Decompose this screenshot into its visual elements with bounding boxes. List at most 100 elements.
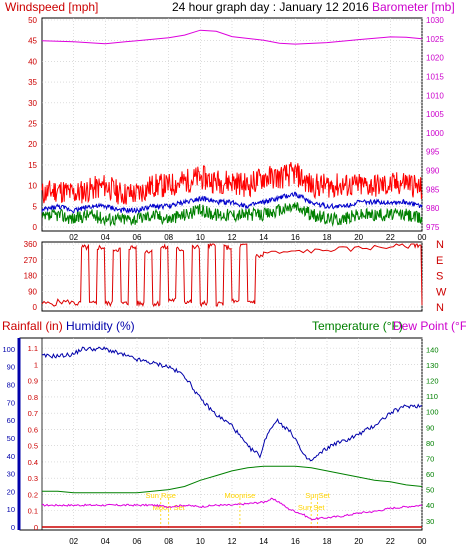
temperature-axis-tick-label: 100 (426, 408, 439, 417)
wind-direction-series (41, 242, 423, 308)
wind-axis-tick-label: 15 (28, 161, 37, 170)
event-marker-label: Sun Set (298, 503, 326, 512)
temperature-axis-tick-label: 130 (426, 361, 439, 370)
dewpoint-label: Dew Point (°F) (393, 319, 466, 333)
barometer-axis-tick-label: 1000 (426, 129, 444, 138)
rainfall-label: Rainfall (in) (2, 319, 63, 333)
compass-label: E (436, 255, 443, 267)
wind-axis-tick-label: 45 (28, 37, 37, 46)
barometer-axis-tick-label: 990 (426, 167, 440, 176)
rain-axis-tick-label: 0 (34, 523, 38, 532)
event-marker-label: Moonrise (224, 491, 255, 500)
direction-axis-tick-label: 180 (24, 272, 38, 281)
barometer-axis-tick-label: 1030 (426, 16, 444, 25)
temperature-axis-tick-label: 140 (426, 345, 439, 354)
humidity-axis-tick-label: 70 (7, 398, 15, 407)
compass-label: N (436, 239, 444, 251)
barometer-axis-tick-label: 1020 (426, 54, 444, 63)
wind-axis-tick-label: 50 (28, 16, 37, 25)
humidity-axis-tick-label: 20 (7, 487, 15, 496)
barometer-series (41, 29, 423, 45)
lower-x-tick-label: 18 (323, 537, 332, 546)
temperature-axis-tick-label: 70 (426, 454, 434, 463)
windspeed-label: Windspeed [mph] (5, 0, 98, 14)
humidity-series (41, 346, 423, 462)
barometer-axis-tick-label: 1025 (426, 35, 444, 44)
humidity-axis-tick-label: 40 (7, 452, 15, 461)
temperature-axis-tick-label: 90 (426, 423, 434, 432)
direction-axis-tick-label: 270 (24, 256, 38, 265)
temperature-series (42, 465, 423, 494)
wind-x-tick-label: 12 (228, 233, 237, 242)
wind-axis-tick-label: 25 (28, 120, 37, 129)
wind-x-tick-label: 16 (291, 233, 300, 242)
temperature-axis-tick-label: 120 (426, 377, 439, 386)
wind-x-tick-label: 02 (69, 233, 78, 242)
barometer-axis-tick-label: 1005 (426, 110, 444, 119)
wind-x-tick-label: 08 (164, 233, 173, 242)
wind-x-tick-label: 22 (386, 233, 395, 242)
wind-axis-tick-label: 20 (28, 140, 37, 149)
wind-axis-tick-label: 35 (28, 78, 37, 87)
direction-axis-tick-label: 90 (28, 287, 37, 296)
wind-low-series (41, 202, 423, 227)
direction-axis-tick-label: 0 (33, 303, 38, 312)
wind-x-tick-label: 20 (354, 233, 363, 242)
event-marker-label: SunSet (305, 491, 331, 500)
humidity-axis-tick-label: 60 (7, 416, 15, 425)
rain-axis-tick-label: 0.6 (28, 425, 38, 434)
lower-x-tick-label: 08 (164, 537, 173, 546)
rain-axis-tick-label: 0.5 (28, 442, 38, 451)
humidity-axis-tick-label: 80 (7, 381, 15, 390)
wind-x-tick-label: 06 (133, 233, 142, 242)
rain-axis-tick-label: 0.3 (28, 474, 38, 483)
barometer-axis-tick-label: 1015 (426, 72, 444, 81)
rain-axis-tick-label: 1 (34, 360, 38, 369)
rain-axis-tick-label: 0.8 (28, 393, 38, 402)
rain-axis-tick-label: 0.1 (28, 507, 38, 516)
rain-axis-tick-label: 1.1 (28, 344, 38, 353)
lower-x-tick-label: 16 (291, 537, 300, 546)
wind-axis-tick-label: 30 (28, 99, 37, 108)
temperature-axis-tick-label: 50 (426, 486, 434, 495)
event-marker-label: Sun Rise (146, 491, 176, 500)
wind-axis-tick-label: 5 (33, 202, 38, 211)
barometer-axis-tick-label: 975 (426, 223, 440, 232)
chart-title: 24 hour graph day : January 12 2016 (172, 0, 369, 14)
wind-x-tick-label: 14 (259, 233, 268, 242)
humidity-label: Humidity (%) (66, 319, 135, 333)
lower-x-tick-label: 06 (133, 537, 142, 546)
barometer-axis-tick-label: 1010 (426, 91, 444, 100)
temperature-axis-tick-label: 30 (426, 517, 434, 526)
lower-x-tick-label: 22 (386, 537, 395, 546)
lower-x-tick-label: 04 (101, 537, 110, 546)
direction-axis-tick-label: 360 (24, 240, 38, 249)
lower-x-tick-label: 14 (259, 537, 268, 546)
compass-label: N (436, 302, 444, 314)
humidity-axis-tick-label: 100 (2, 345, 15, 354)
barometer-axis-tick-label: 980 (426, 204, 440, 213)
humidity-axis-tick-label: 0 (11, 523, 15, 532)
lower-x-tick-label: 12 (228, 537, 237, 546)
humidity-axis-tick-label: 90 (7, 363, 15, 372)
rain-axis-tick-label: 0.2 (28, 490, 38, 499)
wind-x-tick-label: 04 (101, 233, 110, 242)
rain-axis-tick-label: 0.9 (28, 377, 38, 386)
lower-x-tick-label: 02 (69, 537, 78, 546)
compass-label: W (436, 286, 447, 298)
barometer-label: Barometer [mb] (372, 0, 455, 14)
lower-x-tick-label: 20 (354, 537, 363, 546)
wind-axis-tick-label: 40 (28, 57, 37, 66)
humidity-axis-tick-label: 10 (7, 505, 15, 514)
wind-x-tick-label: 18 (323, 233, 332, 242)
axes-layer: 0510152025303540455097598098599099510001… (2, 16, 447, 546)
wind-gust-series (41, 162, 423, 205)
humidity-axis-tick-label: 30 (7, 470, 15, 479)
temperature-axis-tick-label: 80 (426, 439, 434, 448)
temperature-label: Temperature (°F) (312, 319, 403, 333)
barometer-axis-tick-label: 995 (426, 148, 440, 157)
barometer-axis-tick-label: 985 (426, 185, 440, 194)
